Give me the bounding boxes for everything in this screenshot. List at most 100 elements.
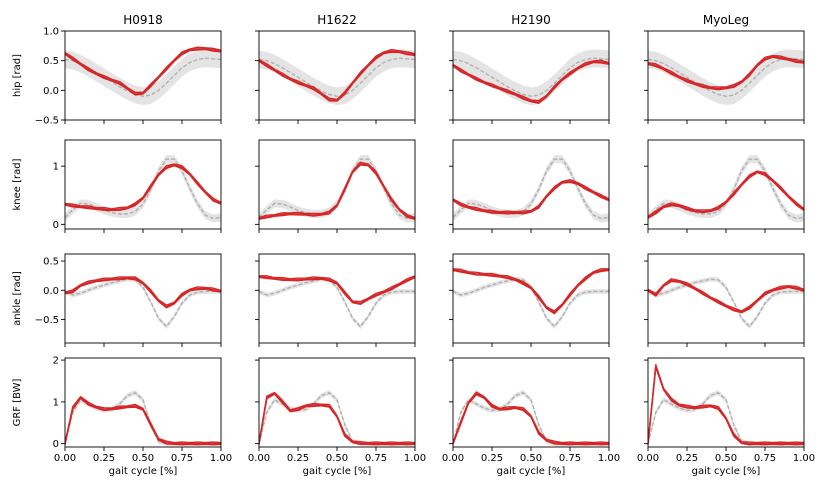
- panel-grf-h0918: 0 1 2 0.00 0.25 0.50 0.75 1.00 gait cycle [%]: [53, 356, 233, 477]
- panel-hip-h0918: −0.5 0.0 0.5 1.0 H0918: [35, 13, 222, 127]
- x-tick-label: 0.00: [637, 453, 659, 464]
- plot-area: [65, 155, 221, 223]
- reference-mean-line: [648, 57, 804, 97]
- plot-area: [648, 276, 804, 329]
- reference-mean-line: [453, 57, 609, 97]
- model-line-3: [65, 164, 221, 212]
- y-axis-label: ankle [rad]: [12, 271, 23, 326]
- column-title: H1622: [317, 13, 357, 27]
- reference-mean-line: [259, 57, 415, 97]
- model-line-2: [453, 268, 609, 312]
- model-line-2: [453, 59, 609, 102]
- x-axis-label: gait cycle [%]: [109, 466, 178, 477]
- y-tick-label: 0: [53, 220, 59, 231]
- y-axis-label: GRF [BW]: [12, 378, 23, 426]
- x-tick-label: 1.00: [598, 453, 620, 464]
- axes-frame: [452, 253, 610, 344]
- panel-grf-h2190: 0.00 0.25 0.50 0.75 1.00 gait cycle [%]: [442, 357, 620, 477]
- x-axis-label: gait cycle [%]: [692, 466, 761, 477]
- panel-ankle-h0918: −0.5 0.0 0.5: [35, 253, 222, 347]
- plot-area: [259, 155, 415, 223]
- x-tick-label: 0.25: [481, 453, 503, 464]
- model-line-3: [259, 51, 415, 102]
- plot-area: [648, 155, 804, 223]
- model-line-3: [648, 366, 804, 446]
- panel-hip-myoleg: MyoLeg: [644, 13, 805, 124]
- reference-band: [648, 49, 804, 106]
- model-line-2: [648, 54, 804, 88]
- panel-grf-myoleg: 0.00 0.25 0.50 0.75 1.00 gait cycle [%]: [637, 357, 815, 477]
- model-line-3: [65, 397, 221, 446]
- model-line-3: [648, 56, 804, 91]
- plot-area: [648, 364, 804, 447]
- plot-area: [453, 390, 609, 447]
- axes-frame: [452, 139, 610, 230]
- model-line-1: [259, 163, 415, 220]
- model-line-3: [259, 276, 415, 305]
- reference-band: [259, 49, 415, 106]
- model-line-1: [648, 171, 804, 218]
- x-tick-label: 0.50: [520, 453, 542, 464]
- x-tick-label: 0.00: [442, 453, 464, 464]
- model-line-2: [648, 278, 804, 312]
- axes-frame: [647, 139, 805, 230]
- plot-area: [65, 390, 221, 447]
- axes-frame: [258, 253, 416, 344]
- x-tick-label: 0.00: [248, 453, 270, 464]
- model-line-2: [648, 364, 804, 444]
- plot-area: [259, 48, 415, 106]
- model-line-2: [453, 178, 609, 213]
- plot-area: [65, 46, 221, 106]
- model-line-3: [453, 61, 609, 104]
- x-tick-label: 0.50: [326, 453, 348, 464]
- panel-ankle-h2190: [449, 253, 610, 347]
- reference-mean-line: [65, 57, 221, 97]
- axes-frame: [647, 253, 805, 344]
- y-tick-label: 0.5: [43, 257, 59, 268]
- y-tick-label: 1: [53, 397, 59, 408]
- reference-band: [65, 49, 221, 106]
- x-tick-label: 0.50: [715, 453, 737, 464]
- x-axis-label: gait cycle [%]: [303, 466, 372, 477]
- axes-frame: [64, 253, 222, 344]
- y-tick-label: 0.0: [43, 86, 59, 97]
- model-line-3: [648, 171, 804, 219]
- panel-hip-h2190: H2190: [449, 13, 610, 124]
- reference-band: [65, 155, 221, 223]
- model-line-3: [453, 393, 609, 446]
- x-tick-label: 0.75: [171, 453, 193, 464]
- reference-mean-line: [65, 391, 221, 445]
- column-title: H0918: [123, 13, 163, 27]
- reference-band: [453, 49, 609, 106]
- model-line-2: [648, 170, 804, 217]
- panel-ankle-myoleg: [644, 253, 805, 347]
- model-line-2: [65, 276, 221, 306]
- model-line-3: [65, 277, 221, 309]
- model-line-3: [648, 280, 804, 314]
- x-tick-label: 0.75: [365, 453, 387, 464]
- y-axis-label: knee [rad]: [12, 158, 23, 210]
- y-axis-label: hip [rad]: [12, 54, 23, 97]
- model-line-2: [259, 161, 415, 219]
- model-line-3: [259, 164, 415, 220]
- plot-area: [65, 276, 221, 329]
- panel-grf-h1622: 0.00 0.25 0.50 0.75 1.00 gait cycle [%]: [248, 357, 426, 477]
- reference-band: [65, 390, 221, 447]
- reference-mean-line: [648, 278, 804, 328]
- model-line-3: [65, 48, 221, 96]
- model-line-3: [453, 269, 609, 315]
- y-tick-label: 1: [53, 162, 59, 173]
- y-tick-label: 0.0: [43, 286, 59, 297]
- plot-area: [453, 155, 609, 223]
- reference-mean-line: [453, 158, 609, 220]
- plot-area: [453, 49, 609, 106]
- plot-area: [648, 49, 804, 106]
- reference-mean-line: [65, 278, 221, 328]
- panel-knee-h0918: 01: [53, 139, 222, 233]
- plot-area: [259, 275, 415, 329]
- x-axis-label: gait cycle [%]: [497, 466, 566, 477]
- model-line-2: [453, 391, 609, 444]
- x-tick-label: 0.25: [93, 453, 115, 464]
- model-line-3: [259, 393, 415, 446]
